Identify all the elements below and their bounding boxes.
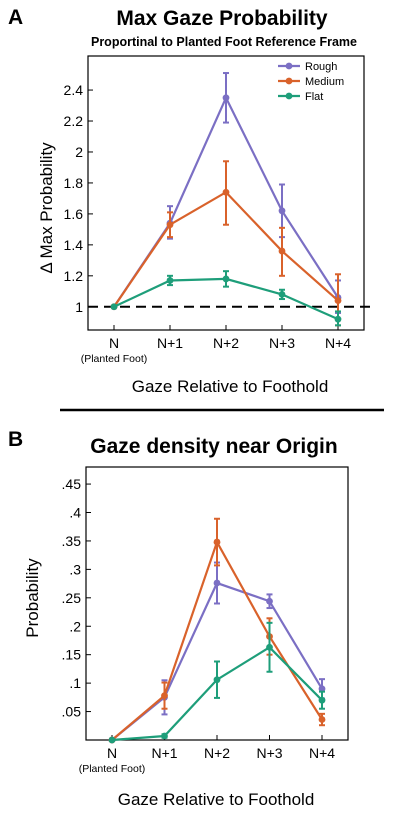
panel-a-title: Max Gaze Probability (116, 7, 328, 30)
panel-b-series-rough-point (318, 685, 326, 693)
panel-a-xtick-label: N (109, 335, 119, 351)
panel-a-ytick-label: 1.6 (64, 206, 84, 222)
panel-b-ytick-label: .4 (69, 505, 81, 521)
panel-a-series-flat-point (222, 275, 230, 283)
panel-a-letter: A (8, 6, 23, 29)
panel-a-series-flat-point (278, 290, 286, 298)
panel-a-series-flat-point (110, 303, 118, 311)
panel-b-ytick-label: .1 (69, 675, 81, 691)
panel-b-series-medium-point (318, 716, 326, 723)
panel-a-ytick-label: 1.8 (64, 175, 84, 191)
panel-b-letter: B (8, 428, 23, 451)
panel-b-series-rough-point (266, 597, 273, 605)
panel-b-xtick-label: N+3 (256, 745, 282, 761)
panel-b-ytick-label: .45 (62, 476, 82, 492)
panel-a-subtitle: Proportinal to Planted Foot Reference Fr… (91, 35, 357, 49)
panel-a-legend-label-rough: Rough (305, 61, 337, 73)
panel-b-ytick-label: .15 (62, 647, 82, 663)
panel-a-xtick-label: N+3 (269, 335, 295, 351)
panel-a-ytick-label: 2.4 (64, 82, 84, 98)
panel-a-series-medium-point (222, 188, 230, 196)
panel-a-legend-marker-rough (285, 62, 293, 70)
panel-b-xtick-sublabel: (Planted Foot) (79, 763, 146, 775)
panel-b-xtick-label: N (107, 745, 117, 761)
panel-b-ytick-label: .3 (69, 561, 81, 577)
panel-a-series-flat-point (166, 277, 174, 284)
panel-a-series-rough-point (222, 94, 230, 102)
panel-a-legend-label-flat: Flat (305, 91, 323, 103)
panel-b-ylabel: Probability (23, 558, 42, 638)
panel-b-series-flat-point (266, 643, 273, 651)
panel-a-series-flat-point (334, 315, 342, 323)
panel-a-series-medium-point (334, 297, 342, 304)
panel-a-legend-marker-medium (285, 77, 293, 85)
panel-b-ytick-label: .25 (62, 590, 82, 606)
panel-b-series-flat-point (318, 696, 326, 704)
panel-b-xtick-label: N+2 (204, 745, 230, 761)
panel-a-xtick-sublabel: (Planted Foot) (81, 353, 148, 365)
panel-b-ytick-label: .35 (62, 533, 82, 549)
panel-a-ytick-label: 2.2 (64, 113, 84, 129)
panel-a-ylabel: Δ Max Probability (37, 142, 56, 274)
panel-a-xtick-label: N+4 (325, 335, 351, 351)
panel-a-ytick-label: 1 (75, 299, 83, 315)
panel-b-series-medium-point (213, 538, 221, 546)
panel-a-xlabel: Gaze Relative to Foothold (132, 377, 329, 396)
panel-b-series-medium-point (161, 692, 168, 700)
panel-a-series-medium-point (166, 221, 174, 229)
panel-b-series-rough-point (213, 579, 221, 587)
panel-a-xtick-label: N+1 (157, 335, 183, 351)
panel-a-ytick-label: 2 (75, 144, 83, 160)
panel-a-legend-label-medium: Medium (305, 76, 344, 88)
panel-b-series-flat-point (108, 736, 116, 744)
panel-a-ytick-label: 1.2 (64, 268, 84, 284)
panel-b-xtick-label: N+4 (309, 745, 335, 761)
panel-b-ytick-label: .2 (69, 618, 81, 634)
panel-b-series-flat-point (161, 732, 168, 740)
panel-a-series-rough-point (278, 207, 286, 215)
panel-b-xlabel: Gaze Relative to Foothold (118, 790, 315, 809)
panel-a-ytick-label: 1.4 (64, 237, 84, 253)
panel-a-legend-marker-flat (285, 92, 293, 100)
panel-b-xtick-label: N+1 (151, 745, 177, 761)
panel-a-xtick-label: N+2 (213, 335, 239, 351)
panel-a-axes: 1 1.2 1.4 1.6 1.8 2 2.2 2.4 N (Planted Foot) N+1 N+… (64, 55, 372, 365)
panel-b-title: Gaze density near Origin (90, 435, 337, 458)
panel-b-ytick-label: .05 (62, 704, 82, 720)
panel-b-axes: .05 .1 .15 .2 .25 .3 .35 .4 .45 N (Planted Foot) N+… (62, 466, 349, 775)
panel-b-series-flat-point (213, 676, 221, 684)
panel-a-series-medium-point (278, 247, 286, 255)
